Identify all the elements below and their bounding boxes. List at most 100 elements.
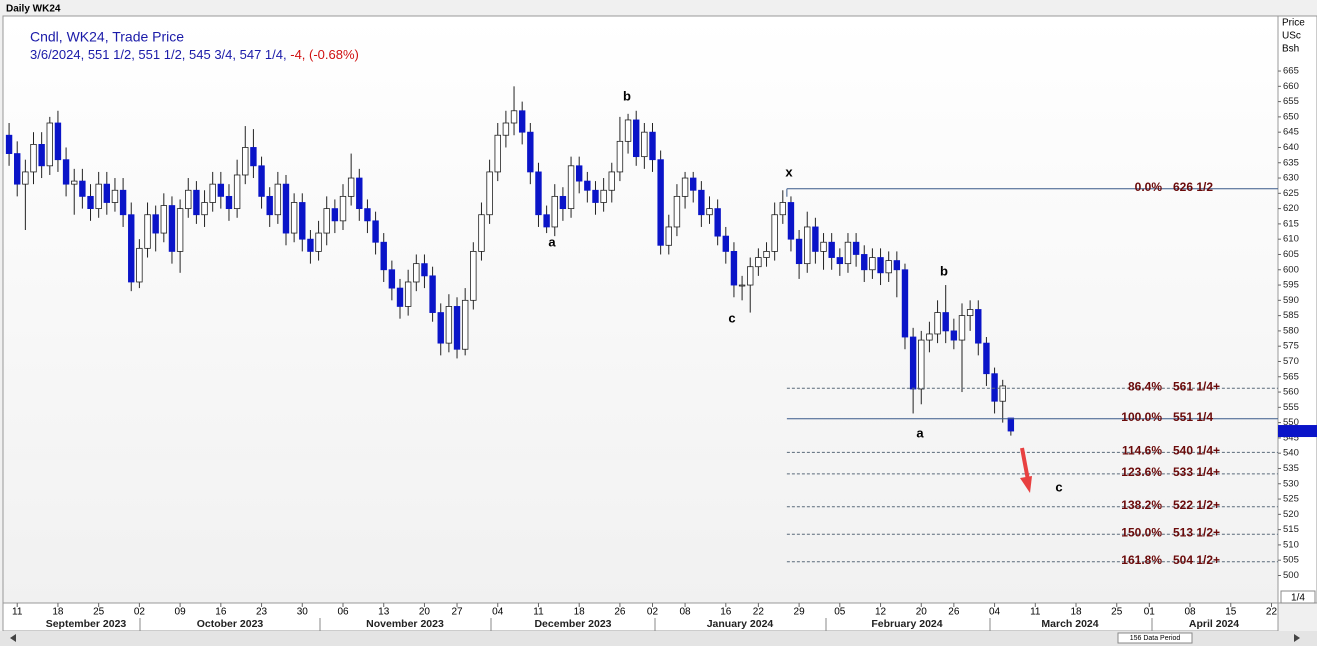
- header-change: -4, (-0.68%): [290, 47, 359, 62]
- y-tick-label: 560: [1283, 387, 1299, 398]
- candle-body: [201, 202, 208, 216]
- x-tick-label: 16: [215, 607, 227, 618]
- candle-body: [633, 119, 640, 158]
- y-tick-label: 665: [1283, 66, 1299, 77]
- candle-body: [119, 189, 127, 216]
- candle-body: [242, 147, 249, 176]
- y-tick-label: 590: [1283, 295, 1299, 306]
- candle-body: [429, 275, 436, 313]
- candle-body: [404, 281, 412, 307]
- candle-body: [958, 315, 966, 341]
- y-tick-label: 600: [1283, 264, 1299, 275]
- fib-pct: 138.2%: [1121, 498, 1162, 512]
- x-tick-label: 20: [419, 607, 431, 618]
- wave-label: a: [916, 425, 924, 440]
- candle-body: [844, 241, 852, 265]
- y-tick-label: 535: [1283, 463, 1299, 474]
- candle-body: [22, 171, 29, 185]
- candle-body: [722, 235, 729, 252]
- y-tick-label: 615: [1283, 218, 1299, 229]
- wave-label: a: [548, 234, 556, 249]
- x-tick-label: 26: [614, 607, 626, 618]
- candle-body: [828, 241, 835, 258]
- candle-body: [413, 263, 420, 283]
- x-tick-label: 08: [1184, 607, 1196, 618]
- y-tick-label: 620: [1283, 203, 1299, 214]
- candle-body: [372, 220, 379, 243]
- x-tick-label: 05: [834, 607, 846, 618]
- y-tick-label: 515: [1283, 524, 1299, 535]
- scale-button[interactable]: [1280, 590, 1316, 604]
- scale-button-label[interactable]: 1/4: [1291, 593, 1305, 604]
- y-tick-label: 640: [1283, 142, 1299, 153]
- scrollbar[interactable]: [0, 631, 1317, 646]
- candle-body: [347, 177, 355, 197]
- candle-body: [168, 205, 176, 252]
- candle-body: [918, 339, 925, 390]
- candle-body: [266, 195, 273, 216]
- candle-body: [356, 177, 363, 210]
- wave-label: c: [728, 310, 735, 325]
- candle-body: [681, 177, 689, 197]
- candle-body: [616, 140, 624, 173]
- candle-body: [453, 306, 461, 350]
- candle-body: [861, 254, 868, 271]
- y-tick-label: 570: [1283, 356, 1299, 367]
- candle-body: [999, 385, 1006, 402]
- candle-body: [364, 208, 371, 222]
- candle-body: [738, 284, 746, 287]
- candle-body: [46, 122, 53, 167]
- x-tick-label: 11: [12, 607, 23, 618]
- candle-body: [396, 287, 404, 307]
- candle-body: [14, 153, 21, 185]
- header-line2: 3/6/2024, 551 1/2, 551 1/2, 545 3/4, 547…: [30, 47, 359, 62]
- month-label: March 2024: [1041, 618, 1098, 630]
- x-tick-label: 13: [378, 607, 390, 618]
- axis-header: Bsh: [1282, 44, 1299, 55]
- month-label: February 2024: [871, 618, 942, 630]
- candle-body: [641, 131, 648, 158]
- candle-body: [690, 177, 697, 191]
- scroll-left[interactable]: [10, 634, 16, 642]
- y-tick-label: 650: [1283, 111, 1299, 122]
- x-tick-label: 08: [680, 607, 692, 618]
- x-tick-label: 04: [989, 607, 1001, 618]
- x-tick-label: 12: [875, 607, 887, 618]
- data-period: 156 Data Period: [1130, 635, 1181, 642]
- candle-body: [535, 171, 542, 216]
- wave-label: x: [785, 164, 793, 179]
- x-tick-label: 09: [175, 607, 187, 618]
- candle-body: [812, 226, 819, 252]
- fib-price: 626 1/2: [1173, 180, 1213, 194]
- y-tick-label: 630: [1283, 173, 1299, 184]
- x-tick-label: 18: [52, 607, 64, 618]
- candle-body: [934, 312, 941, 335]
- candle-body: [185, 189, 192, 210]
- scroll-thumb[interactable]: [1117, 632, 1193, 644]
- fib-price: 513 1/2+: [1173, 525, 1220, 539]
- y-tick-label: 555: [1283, 402, 1299, 413]
- candle-body: [486, 171, 493, 216]
- candle-body: [71, 180, 78, 185]
- x-tick-label: 22: [753, 607, 765, 618]
- x-tick-label: 11: [1030, 607, 1041, 618]
- x-tick-label: 16: [720, 607, 732, 618]
- candle-body: [217, 183, 225, 197]
- x-tick-label: 25: [93, 607, 105, 618]
- candle-body: [299, 202, 306, 240]
- y-tick-label: 625: [1283, 188, 1299, 199]
- candle-body: [193, 189, 200, 216]
- candle-body: [470, 251, 477, 301]
- candle-body: [673, 195, 681, 228]
- candle-body: [1007, 417, 1015, 432]
- candle-body: [518, 110, 526, 133]
- candle-body: [54, 122, 62, 161]
- candle-body: [478, 214, 485, 252]
- scroll-right[interactable]: [1294, 634, 1300, 642]
- candle-body: [559, 195, 567, 210]
- fib-pct: 100.0%: [1121, 410, 1162, 424]
- fib-pct: 86.4%: [1128, 379, 1162, 393]
- candle-body: [282, 183, 290, 234]
- candle-body: [649, 131, 656, 161]
- candle-body: [779, 202, 787, 216]
